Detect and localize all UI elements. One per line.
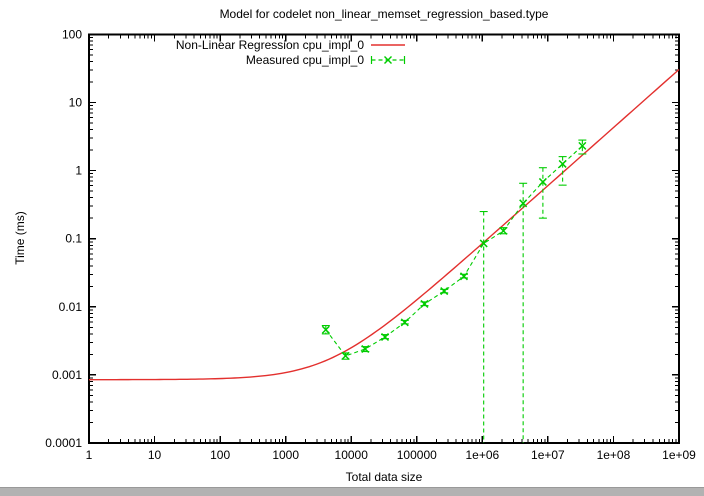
- x-tick-label: 100000: [397, 448, 437, 462]
- x-axis-title: Total data size: [345, 470, 423, 484]
- y-tick-label: 10: [69, 95, 83, 109]
- x-tick-label: 1e+06: [465, 448, 499, 462]
- measured-series: [321, 139, 587, 443]
- legend-label-measured: Measured cpu_impl_0: [245, 52, 364, 67]
- plot-frame: [88, 33, 680, 445]
- regression-line-sample-icon: [371, 43, 405, 46]
- x-tick-label: 100: [210, 448, 230, 462]
- regression-curve: [89, 68, 680, 381]
- y-tick-label: 100: [62, 27, 82, 41]
- y-tick-label: 1: [75, 164, 82, 178]
- x-tick-label: 1e+08: [597, 448, 631, 462]
- axis-ticks: [88, 33, 680, 444]
- x-tick-labels: 1 10 100 1000 10000 100000 1e+06 1e+07 1e+08 1e+0…: [86, 448, 697, 462]
- y-tick-label: 0.001: [52, 368, 82, 382]
- y-tick-label: 0.01: [59, 300, 83, 314]
- y-tick-label: 0.0001: [45, 436, 82, 450]
- legend-item-regression: Non-Linear Regression cpu_impl_0: [175, 37, 406, 52]
- y-tick-label: 0.1: [65, 232, 82, 246]
- x-tick-label: 10: [148, 448, 162, 462]
- x-tick-label: 10000: [335, 448, 369, 462]
- legend-label-regression: Non-Linear Regression cpu_impl_0: [175, 37, 364, 52]
- x-tick-label: 1e+07: [531, 448, 565, 462]
- x-tick-label: 1e+09: [662, 448, 696, 462]
- legend: Non-Linear Regression cpu_impl_0 Measure…: [175, 37, 406, 67]
- legend-item-measured: Measured cpu_impl_0: [176, 52, 406, 67]
- x-tick-label: 1: [86, 448, 93, 462]
- y-tick-labels: 100 10 1 0.1 0.01 0.001 0.0001: [45, 27, 82, 450]
- window-edge-bar: [0, 487, 704, 496]
- measured-line-sample-icon: [370, 55, 406, 64]
- chart-title: Model for codelet non_linear_memset_regr…: [219, 7, 549, 21]
- x-tick-label: 1000: [272, 448, 299, 462]
